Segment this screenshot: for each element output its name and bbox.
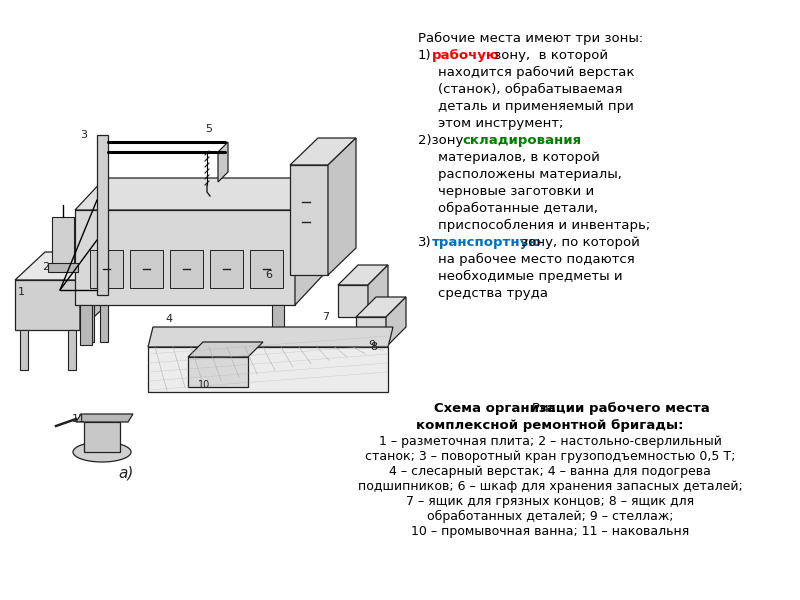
Polygon shape [15, 252, 110, 280]
Polygon shape [15, 280, 80, 330]
Text: Схема организации рабочего места: Схема организации рабочего места [434, 402, 710, 415]
Polygon shape [356, 297, 406, 317]
Polygon shape [338, 265, 388, 285]
Polygon shape [338, 285, 368, 317]
Text: Рис.: Рис. [532, 402, 568, 415]
Text: подшипников; 6 – шкаф для хранения запасных деталей;: подшипников; 6 – шкаф для хранения запас… [358, 480, 742, 493]
Bar [210, 250, 243, 288]
Text: 10: 10 [198, 380, 210, 390]
Bar [68, 330, 76, 370]
Polygon shape [368, 265, 388, 317]
Bar [170, 250, 203, 288]
Bar [97, 135, 108, 295]
Text: комплексной ремонтной бригады:: комплексной ремонтной бригады: [416, 419, 684, 432]
Polygon shape [188, 357, 248, 387]
Text: 1: 1 [18, 287, 25, 297]
Text: а): а) [118, 466, 134, 481]
Bar [52, 217, 74, 265]
Polygon shape [356, 317, 386, 347]
Bar [48, 263, 78, 272]
Text: 10 – промывочная ванна; 11 – наковальня: 10 – промывочная ванна; 11 – наковальня [411, 525, 689, 538]
Polygon shape [188, 342, 263, 357]
Text: 11: 11 [72, 414, 86, 424]
Text: 9: 9 [368, 340, 375, 350]
Text: 4 – слесарный верстак; 4 – ванна для подогрева: 4 – слесарный верстак; 4 – ванна для под… [389, 465, 711, 478]
Text: необходимые предметы и: необходимые предметы и [438, 270, 622, 283]
Polygon shape [328, 138, 356, 275]
Text: 7: 7 [322, 312, 329, 322]
Polygon shape [295, 178, 325, 305]
Text: зону,  в которой: зону, в которой [490, 49, 608, 62]
Text: деталь и применяемый при: деталь и применяемый при [438, 100, 634, 113]
Text: 6: 6 [265, 270, 272, 280]
Ellipse shape [73, 442, 131, 462]
Text: расположены материалы,: расположены материалы, [438, 168, 622, 181]
Text: обработанных деталей; 9 – стеллаж;: обработанных деталей; 9 – стеллаж; [426, 510, 674, 523]
Text: 5: 5 [205, 124, 212, 134]
Polygon shape [75, 210, 295, 305]
Text: 2: 2 [42, 262, 49, 272]
Text: 1 – разметочная плита; 2 – настольно-сверлильный: 1 – разметочная плита; 2 – настольно-све… [378, 435, 722, 448]
Text: 3: 3 [80, 130, 87, 140]
Polygon shape [290, 138, 356, 165]
Text: на рабочее место подаются: на рабочее место подаются [438, 253, 634, 266]
Text: транспортную: транспортную [432, 236, 542, 249]
Polygon shape [218, 142, 228, 182]
Text: 7 – ящик для грязных концов; 8 – ящик для: 7 – ящик для грязных концов; 8 – ящик дл… [406, 495, 694, 508]
Bar [100, 302, 108, 342]
Bar [80, 305, 92, 345]
Bar [272, 305, 284, 345]
Polygon shape [80, 252, 110, 330]
Text: 3): 3) [418, 236, 432, 249]
Text: находится рабочий верстак: находится рабочий верстак [438, 66, 634, 79]
Polygon shape [148, 347, 388, 392]
Polygon shape [386, 297, 406, 347]
Bar [130, 250, 163, 288]
Bar [250, 250, 283, 288]
Text: материалов, в которой: материалов, в которой [438, 151, 600, 164]
Text: рабочую: рабочую [432, 49, 500, 62]
Polygon shape [148, 327, 393, 347]
Text: средства труда: средства труда [438, 287, 548, 300]
Text: этом инструмент;: этом инструмент; [438, 117, 563, 130]
Polygon shape [75, 178, 325, 210]
Bar [86, 302, 94, 342]
Text: зону, по которой: зону, по которой [517, 236, 640, 249]
Polygon shape [290, 165, 328, 275]
Text: черновые заготовки и: черновые заготовки и [438, 185, 594, 198]
Text: складирования: складирования [462, 134, 581, 147]
Text: 1): 1) [418, 49, 432, 62]
Text: Рабочие места имеют три зоны:: Рабочие места имеют три зоны: [418, 32, 643, 45]
Text: 8: 8 [370, 342, 377, 352]
Bar [20, 330, 28, 370]
Polygon shape [76, 414, 133, 422]
Text: приспособления и инвентарь;: приспособления и инвентарь; [438, 219, 650, 232]
Text: 4: 4 [165, 314, 172, 324]
Text: станок; 3 – поворотный кран грузоподъемностью 0,5 Т;: станок; 3 – поворотный кран грузоподъемн… [365, 450, 735, 463]
Polygon shape [84, 422, 120, 452]
Text: 2)зону: 2)зону [418, 134, 468, 147]
Text: обработанные детали,: обработанные детали, [438, 202, 598, 215]
Text: (станок), обрабатываемая: (станок), обрабатываемая [438, 83, 622, 96]
Bar [90, 250, 123, 288]
